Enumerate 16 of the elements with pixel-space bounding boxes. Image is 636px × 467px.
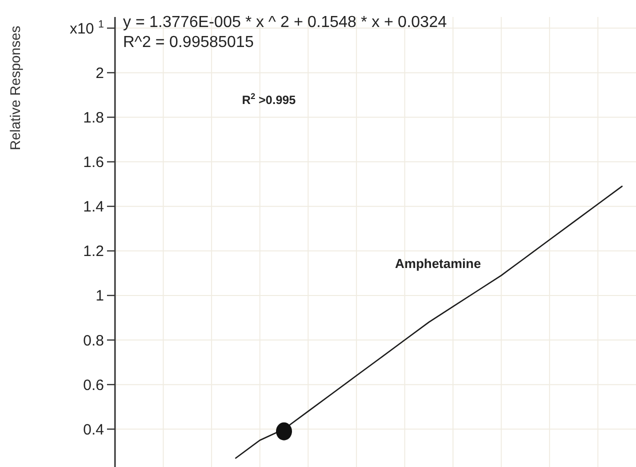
y-tick-label: x10 $^{1}$ [70, 18, 104, 38]
y-tick-label: 1.6 [83, 154, 104, 172]
annotation: R$^{2}$ >0.995 [242, 91, 296, 107]
y-tick-label: 0.8 [83, 332, 104, 350]
annotation: R^2 = 0.99585015 [123, 34, 254, 51]
annotation: y = 1.3776E-005 * x ^ 2 + 0.1548 * x + 0.0324 [123, 14, 447, 31]
y-tick-label: 1 [96, 288, 104, 305]
y-tick-label: 1.8 [83, 110, 104, 126]
y-tick-label: 0.6 [83, 376, 104, 394]
y-tick-label: 1.4 [83, 198, 104, 216]
annotation: Amphetamine [395, 256, 481, 271]
y-axis-title: Relative Responses [7, 26, 23, 150]
y-tick-label: 1.2 [83, 243, 104, 260]
y-tick-label: 0.4 [83, 421, 104, 438]
y-tick-label: 2 [96, 64, 104, 82]
line-series [235, 186, 623, 459]
